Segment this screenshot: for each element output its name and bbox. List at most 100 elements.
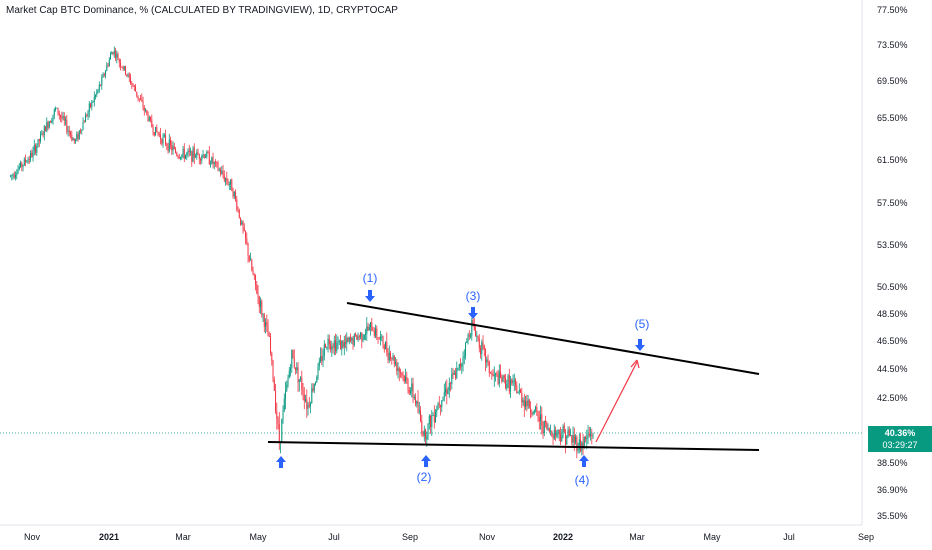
y-tick-label: 35.50% [877,511,908,521]
current-price-label: 40.36% [884,428,916,438]
candle-body [243,228,245,231]
candle-body [205,156,207,158]
candle-body [150,117,152,120]
candle-body [273,379,275,391]
candle-body [198,154,200,159]
candle-body [571,435,573,443]
candle-body [450,383,452,384]
candle-body [500,371,502,378]
candle-body [363,334,365,340]
candle-body [417,401,419,412]
candle-body [286,384,288,391]
candle-body [325,344,327,348]
candle-body [545,420,547,423]
candle-body [97,89,99,92]
candle-body [206,151,208,157]
candle-body [570,435,572,436]
candle-body [96,91,98,95]
candle-body [16,173,18,176]
countdown-label: 03:29:27 [882,440,918,450]
candle-body [440,404,442,407]
candle-body [437,403,439,410]
candle-body [155,127,157,136]
y-tick-label: 44.50% [877,364,908,374]
candle-body [372,330,374,332]
candle-body [463,355,465,358]
candle-body [56,107,58,109]
candle-body [171,145,173,151]
candle-body [390,352,392,359]
candle-body [381,336,383,338]
candle-body [180,156,182,159]
candle-body [178,157,180,159]
candle-body [392,355,394,360]
candle-body [181,154,183,157]
candle-body [568,429,570,436]
candle-body [475,329,477,337]
candle-body [271,352,273,361]
candle-body [222,170,224,176]
projection-arrow-line [595,361,638,443]
candle-body [540,414,542,422]
candle-body [535,407,537,410]
candle-body [300,377,302,380]
candle-body [65,119,67,121]
candle-body [63,116,65,121]
candle-body [526,400,528,406]
candle-body [258,296,260,307]
candle-body [460,364,462,367]
candle-body [98,84,100,90]
candle-body [477,335,479,339]
candle-body [48,121,50,128]
candle-body [398,368,400,372]
candle-body [537,411,539,417]
candle-body [452,373,454,375]
candle-body [112,52,114,54]
candle-body [506,383,508,388]
candle-body [71,134,73,141]
y-tick-label: 42.50% [877,393,908,403]
candle-body [358,336,360,338]
x-tick-label: Mar [175,532,191,542]
candle-body [371,322,373,331]
candle-body [468,334,470,337]
candle-body [527,399,529,406]
x-tick-label: Sep [858,532,874,542]
candle-body [471,320,473,337]
candle-body [118,59,120,63]
candle-body [368,327,370,331]
candle-body [193,147,195,158]
candle-body [175,149,177,153]
wave-label: (3) [466,289,481,303]
candle-body [51,120,53,123]
candle-body [276,411,278,419]
candle-body [473,323,475,330]
y-tick-label: 46.50% [877,336,908,346]
candle-body [345,342,347,344]
candle-body [361,332,363,341]
candle-body [125,66,127,75]
candle-body [502,375,504,382]
candle-body [203,154,205,158]
candle-body [242,221,244,229]
candle-body [228,184,230,185]
candle-body [135,86,137,92]
candle-body [287,377,289,385]
candle-body [72,138,74,141]
candle-body [111,52,113,55]
candle-body [28,159,30,160]
candle-body [138,98,140,100]
candle-body [230,179,232,185]
candle-body [511,379,513,384]
candle-body [316,376,318,383]
candle-body [353,334,355,346]
candle-body [31,152,33,158]
candle-body [355,334,357,336]
candle-body [472,320,474,324]
candle-body [120,62,122,67]
candle-body [406,376,408,381]
candle-body [207,151,209,153]
candle-body [197,152,199,155]
